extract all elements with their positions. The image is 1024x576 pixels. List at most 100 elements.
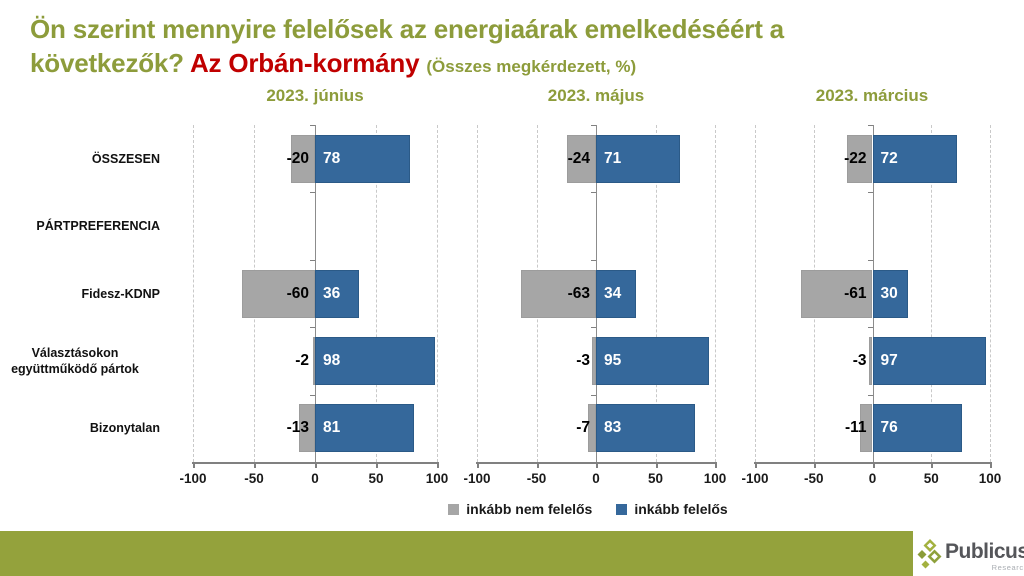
bar-positive xyxy=(315,404,414,453)
category-tick xyxy=(310,192,315,194)
title-subject: Az Orbán-kormány xyxy=(189,48,420,78)
x-axis-tick xyxy=(315,462,317,468)
brand-text: Publicus Research xyxy=(945,541,1024,572)
x-axis-tick xyxy=(437,462,439,468)
value-label-negative: -13 xyxy=(286,419,309,437)
value-label-negative: -3 xyxy=(576,351,590,369)
category-tick xyxy=(310,125,315,126)
x-tick-label: -100 xyxy=(179,471,207,486)
x-tick-label: 0 xyxy=(311,471,319,486)
value-label-negative: -2 xyxy=(295,351,309,369)
value-label-negative: -11 xyxy=(844,419,867,437)
bar-negative xyxy=(299,404,315,453)
value-label-positive: 34 xyxy=(604,284,622,302)
x-tick-label: -100 xyxy=(741,471,769,486)
x-tick-label: 100 xyxy=(703,471,727,486)
chart-title: Ön szerint mennyire felelősek az energia… xyxy=(30,12,1000,84)
category-tick xyxy=(591,259,596,261)
plot-area-3: -22 72 -61 30 -3 97 -11 76 -100 -50 0 50 100 xyxy=(741,125,1001,486)
category-tick xyxy=(591,327,596,329)
value-label-negative: -20 xyxy=(286,149,309,167)
gridline xyxy=(655,125,657,462)
bar-positive xyxy=(315,269,359,318)
category-tick xyxy=(591,394,596,396)
bar-negative xyxy=(521,269,596,318)
chart-legend: inkább nem felelős inkább felelős xyxy=(76,501,1024,517)
footer-accent-bar xyxy=(0,531,913,576)
publicus-logo: Publicus Research xyxy=(916,539,1024,572)
category-tick xyxy=(310,327,315,329)
bar-positive xyxy=(872,404,962,453)
x-tick-label: 0 xyxy=(868,471,877,486)
x-tick-label: 100 xyxy=(978,471,1002,486)
title-question-text: Ön szerint mennyire felelősek az energia… xyxy=(30,14,784,44)
x-tick-label: 0 xyxy=(592,471,600,486)
plot-area-2: -24 71 -63 34 -3 95 -7 83 -100 -50 0 50 100 xyxy=(463,125,726,486)
x-axis-tick xyxy=(872,462,875,468)
bar-negative xyxy=(800,269,873,318)
legend-label-positive: inkább felelős xyxy=(634,501,728,517)
bar-positive xyxy=(872,134,958,183)
value-label-negative: -63 xyxy=(567,284,590,302)
bar-positive xyxy=(596,404,695,453)
panel-title-may: 2023. május xyxy=(547,86,645,105)
category-tick xyxy=(867,125,873,126)
title-line2: következők? Az Orbán-kormány (Összes meg… xyxy=(30,46,1000,84)
title-note: (Összes megkérdezett, %) xyxy=(426,57,637,76)
gridline xyxy=(755,125,756,462)
value-label-negative: -22 xyxy=(844,149,867,167)
legend-label-negative: inkább nem felelős xyxy=(466,501,593,517)
category-tick xyxy=(867,192,873,194)
category-label: Fidesz-KDNP xyxy=(81,286,160,301)
value-label-positive: 71 xyxy=(604,149,622,167)
category-tick xyxy=(591,125,596,126)
panel-title-march: 2023. március xyxy=(815,86,929,105)
legend-swatch-blue xyxy=(616,503,628,515)
value-label-negative: -3 xyxy=(852,351,867,369)
bar-negative xyxy=(290,134,315,183)
x-axis-tick xyxy=(193,462,195,468)
bar-negative xyxy=(567,134,596,183)
bar-negative xyxy=(592,336,596,385)
x-tick-label: -50 xyxy=(244,471,264,486)
x-tick-label: -50 xyxy=(526,471,547,486)
title-question-text-2: következők? xyxy=(30,48,184,78)
x-tick-label: 50 xyxy=(368,471,384,486)
x-tick-label: 50 xyxy=(647,471,664,486)
category-tick xyxy=(867,259,873,261)
publicus-logo-icon xyxy=(917,539,942,569)
legend-item-negative: inkább nem felelős xyxy=(448,501,592,517)
bar-negative xyxy=(859,404,873,453)
category-label: PÁRTPREFERENCIA xyxy=(36,218,160,233)
brand-subtitle: Research xyxy=(991,563,1024,572)
brand-name: Publicus xyxy=(945,540,1024,563)
category-label: Bizonytalan xyxy=(89,421,160,436)
legend-swatch-gray xyxy=(448,503,460,515)
gridline xyxy=(193,125,194,462)
x-tick-label: 100 xyxy=(425,471,449,486)
bar-positive xyxy=(596,134,681,183)
gridline xyxy=(931,125,933,462)
bar-negative xyxy=(241,269,315,318)
category-tick xyxy=(310,259,315,261)
value-label-positive: 95 xyxy=(604,351,622,369)
x-axis-tick xyxy=(254,462,256,468)
gridline xyxy=(477,125,478,462)
bar-positive xyxy=(872,336,987,385)
bar-positive xyxy=(315,336,435,385)
x-axis-tick xyxy=(990,462,992,468)
title-line1: Ön szerint mennyire felelősek az energia… xyxy=(30,12,1000,46)
value-label-positive: 81 xyxy=(323,419,341,437)
panel-title-june: 2023. június xyxy=(266,86,364,105)
value-label-positive: 78 xyxy=(323,149,341,167)
value-label-positive: 72 xyxy=(880,149,898,167)
bar-negative xyxy=(312,336,315,385)
value-label-positive: 98 xyxy=(323,351,341,369)
bar-positive xyxy=(596,269,637,318)
bar-negative xyxy=(868,336,873,385)
value-label-positive: 30 xyxy=(880,284,898,302)
value-label-positive: 97 xyxy=(880,351,898,369)
x-axis-tick xyxy=(813,462,816,468)
